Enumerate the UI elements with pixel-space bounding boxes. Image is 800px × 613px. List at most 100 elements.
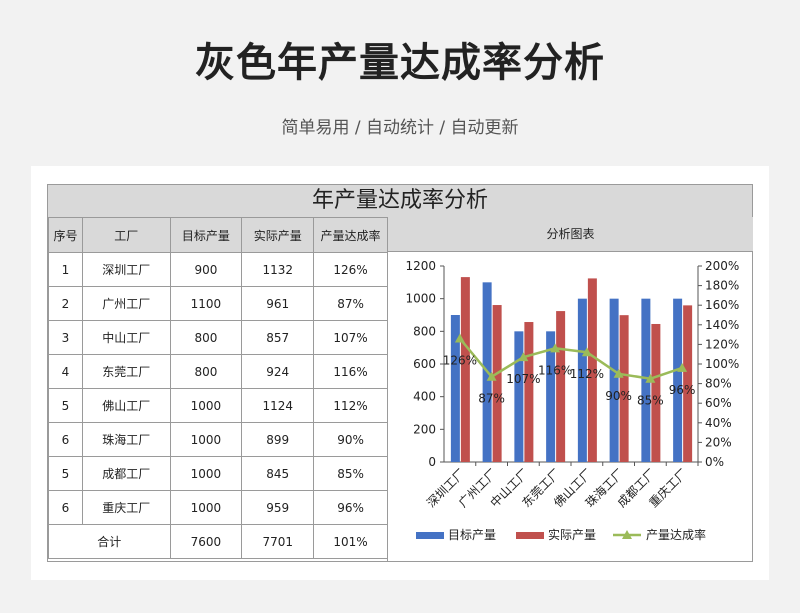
cell-factory: 东莞工厂 [81,354,171,389]
rate-line [458,337,683,380]
bar-actual [651,323,661,462]
page-subtitle: 简单易用 / 自动统计 / 自动更新 [281,118,519,138]
cell-target: 900 [169,252,243,287]
total-label: 合计 [48,524,171,559]
bar-target [546,331,556,462]
y2-tick-label: 120% [705,337,739,351]
table-row: 4 东莞工厂 800 924 116% [48,354,388,389]
bar-target [577,298,587,462]
cell-no: 1 [48,252,83,287]
col-header-target: 目标产量 [169,217,243,253]
total-actual: 7701 [241,524,315,559]
rate-data-label: 85% [637,394,664,408]
cell-actual: 959 [241,490,315,525]
cell-no: 2 [48,286,83,321]
table-row: 6 重庆工厂 1000 959 96% [48,490,388,525]
cell-factory: 成都工厂 [81,456,171,491]
rate-point [581,347,592,357]
cell-no: 4 [48,354,83,389]
cell-actual: 899 [241,422,315,457]
table-row: 1 深圳工厂 900 1132 126% [48,252,388,287]
chart-area: 0 200 400 600 800 1000 1200 0% 20% 40% 60% 80% 100% 1… [387,252,753,562]
cell-target: 1100 [169,286,243,321]
table-row: 5 成都工厂 1000 845 85% [48,456,388,491]
legend-swatch-actual [516,532,544,539]
rate-point [613,368,624,378]
cell-target: 1000 [169,388,243,423]
cell-rate: 116% [313,354,388,389]
y2-tick-label: 40% [705,416,732,430]
rate-data-label: 107% [506,372,540,386]
bar-actual [492,305,502,462]
rate-data-label: 126% [443,354,477,368]
table-row: 5 佛山工厂 1000 1124 112% [48,388,388,423]
rate-data-label: 96% [669,383,696,397]
report-card: 年产量达成率分析 序号 工厂 目标产量 实际产量 产量达成率 1 深圳工厂 900 1… [31,166,769,580]
y-tick-label: 800 [413,324,436,338]
cell-rate: 85% [313,456,388,491]
cell-rate: 126% [313,252,388,287]
spreadsheet: 年产量达成率分析 序号 工厂 目标产量 实际产量 产量达成率 1 深圳工厂 900 1… [47,184,753,562]
cell-rate: 90% [313,422,388,457]
cell-actual: 1124 [241,388,315,423]
col-header-actual: 实际产量 [241,217,315,253]
sheet-title: 年产量达成率分析 [48,185,752,218]
legend-label-actual: 实际产量 [548,527,596,542]
y-tick-label: 200 [413,422,436,436]
cell-actual: 924 [241,354,315,389]
cell-factory: 深圳工厂 [81,252,171,287]
y2-tick-label: 160% [705,298,739,312]
cell-actual: 845 [241,456,315,491]
rate-point [518,352,529,362]
bar-target [673,298,683,462]
cell-factory: 佛山工厂 [81,388,171,423]
rate-data-label: 112% [570,367,604,381]
table-row: 6 珠海工厂 1000 899 90% [48,422,388,457]
y2-tick-label: 200% [705,259,739,273]
cell-rate: 107% [313,320,388,355]
bar-actual [556,311,566,462]
cell-no: 5 [48,456,83,491]
table-header-row: 序号 工厂 目标产量 实际产量 产量达成率 [48,217,388,253]
legend-swatch-target [416,532,444,539]
cell-actual: 1132 [241,252,315,287]
y2-tick-label: 140% [705,318,739,332]
total-row: 合计 7600 7701 101% [48,524,388,559]
rate-point [645,373,656,383]
bar-actual [587,278,597,462]
y-tick-label: 1200 [405,259,436,273]
rate-point [550,343,561,353]
total-target: 7600 [169,524,243,559]
bar-target [514,331,524,462]
cell-target: 1000 [169,422,243,457]
rate-point [677,362,688,372]
y2-tick-label: 80% [705,377,732,391]
col-header-rate: 产量达成率 [313,217,388,253]
bar-actual [524,322,534,462]
cell-target: 1000 [169,456,243,491]
cell-rate: 87% [313,286,388,321]
y2-tick-label: 0% [705,455,724,469]
bar-target [450,315,460,462]
data-table: 序号 工厂 目标产量 实际产量 产量达成率 1 深圳工厂 900 1132 126% 2 广… [48,217,388,559]
rate-data-label: 90% [605,389,632,403]
rate-data-label: 116% [538,363,572,377]
cell-no: 5 [48,388,83,423]
bar-target [641,298,651,462]
col-header-factory: 工厂 [81,217,171,253]
bar-actual [683,305,693,462]
rate-data-label: 87% [478,392,505,406]
cell-no: 6 [48,422,83,457]
legend-marker-rate [622,530,632,539]
cell-actual: 857 [241,320,315,355]
chart-header: 分析图表 [387,217,753,252]
cell-rate: 112% [313,388,388,423]
legend-label-target: 目标产量 [448,528,496,542]
bar-actual [619,315,629,462]
y2-tick-label: 180% [705,279,739,293]
cell-no: 3 [48,320,83,355]
cell-target: 800 [169,320,243,355]
table-row: 3 中山工厂 800 857 107% [48,320,388,355]
y2-tick-label: 100% [705,357,739,371]
rate-point [486,371,497,381]
